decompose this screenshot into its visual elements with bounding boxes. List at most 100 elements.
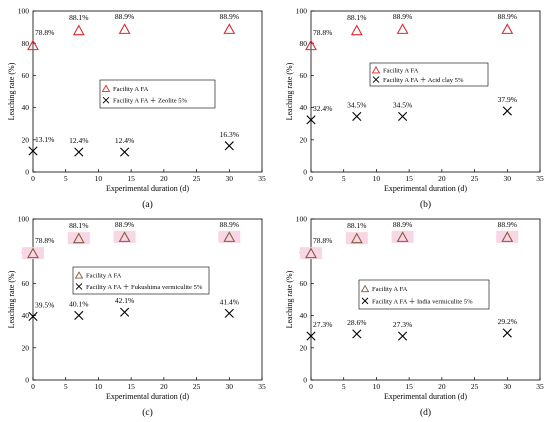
x-tick-label: 15: [405, 174, 413, 183]
legend-label: Facility A FA: [383, 67, 419, 74]
y-tick-label: 100: [18, 215, 30, 224]
legend-label: Facility A FA: [113, 86, 149, 93]
marker-highlight: [300, 247, 322, 260]
triangle-marker: [305, 39, 317, 51]
triangle-marker: [223, 23, 236, 34]
legend-box: [369, 62, 489, 87]
data-label: 34.5%: [393, 100, 412, 109]
y-tick-label: 0: [303, 376, 307, 385]
x-marker: [306, 115, 316, 125]
x-tick-label: 5: [342, 382, 346, 391]
data-label: 78.8%: [313, 236, 332, 245]
y-tick-label: 100: [296, 7, 308, 16]
x-tick-label: 15: [127, 382, 135, 391]
x-marker: [502, 328, 512, 338]
legend-label: Facility A FA ＋ Zeolite 5%: [113, 97, 188, 105]
x-marker: [398, 331, 408, 341]
x-axis-title: Experimental duration (d): [384, 392, 467, 401]
data-label: 78.8%: [35, 236, 54, 245]
data-label: 78.8%: [313, 28, 332, 37]
x-tick-label: 15: [405, 382, 413, 391]
x-tick-label: 25: [193, 174, 201, 183]
x-marker: [28, 146, 38, 156]
legend-label: Facility A FA: [372, 286, 408, 293]
legend-triangle-icon: [371, 66, 381, 74]
data-label: 88.1%: [69, 13, 88, 22]
x-marker: [120, 307, 130, 317]
marker-highlight: [391, 230, 414, 243]
data-label: 88.1%: [69, 221, 88, 230]
data-label: 88.9%: [115, 220, 134, 229]
legend: Facility A FA Facility A FA ＋ Fukushima v…: [72, 266, 210, 295]
x-tick-label: 35: [536, 174, 544, 183]
data-label: 12.4%: [69, 136, 88, 145]
legend-x-icon: [361, 297, 369, 305]
x-tick-label: 35: [258, 174, 266, 183]
y-axis-title: Leaching rate (%): [7, 62, 16, 120]
legend-label: Facility A FA ＋ Fukushima vermiculite 5%: [86, 283, 203, 291]
y-tick-label: 40: [22, 311, 30, 320]
y-tick-label: 20: [300, 135, 308, 144]
data-label: 88.9%: [393, 220, 412, 229]
x-tick-label: 20: [438, 382, 446, 391]
legend: Facility A FA Facility A FA ＋ India vermi…: [358, 279, 490, 310]
x-tick-label: 15: [127, 174, 135, 183]
data-label: 41.4%: [220, 297, 239, 306]
y-tick-label: 40: [300, 103, 308, 112]
triangle-marker: [396, 231, 409, 242]
data-label: 27.3%: [393, 320, 412, 329]
x-marker: [120, 147, 130, 157]
x-tick-label: 10: [373, 174, 381, 183]
x-tick-label: 25: [471, 174, 479, 183]
data-label: 42.1%: [115, 296, 134, 305]
y-tick-label: 20: [22, 135, 30, 144]
marker-highlight: [113, 230, 136, 243]
y-tick-label: 0: [303, 168, 307, 177]
marker-highlight: [345, 232, 368, 245]
triangle-marker: [72, 232, 85, 244]
marker-highlight: [496, 230, 519, 243]
y-tick-label: 60: [22, 71, 30, 80]
x-marker: [28, 311, 38, 321]
triangle-marker: [396, 23, 409, 34]
legend-triangle-icon: [74, 271, 84, 279]
chart-panel-a: 0 5 10 15 20 25 30 35 0 20 40 60 80 100 Experimental d…: [7, 7, 266, 210]
panel-label: (a): [142, 199, 153, 210]
y-axis-title: Leaching rate (%): [285, 270, 294, 328]
plot-frame: [32, 10, 263, 173]
legend: Facility A FA Facility A FA ＋ Zeolite 5%: [99, 79, 216, 109]
plot-frame: [32, 218, 263, 381]
plot-frame: [310, 10, 541, 173]
x-tick-label: 30: [504, 382, 512, 391]
data-label: 88.9%: [115, 12, 134, 21]
plot-frame: [310, 218, 541, 381]
y-tick-label: 40: [22, 103, 30, 112]
x-tick-label: 5: [64, 382, 68, 391]
x-marker: [502, 106, 512, 116]
data-label: 16.3%: [220, 130, 239, 139]
legend-label: Facility A FA ＋ Acid clay 5%: [383, 76, 464, 84]
x-tick-label: 5: [342, 174, 346, 183]
marker-highlight: [218, 230, 241, 243]
legend-box: [99, 79, 216, 109]
triangle-marker: [501, 23, 514, 34]
data-label: 88.9%: [498, 220, 517, 229]
legend-box: [72, 266, 210, 295]
x-tick-label: 30: [226, 382, 234, 391]
data-label: 32.4%: [313, 104, 332, 113]
panel-label: (c): [142, 407, 153, 418]
y-tick-label: 0: [25, 376, 29, 385]
x-tick-label: 10: [95, 174, 103, 183]
x-tick-label: 10: [373, 382, 381, 391]
x-tick-label: 35: [536, 382, 544, 391]
x-tick-label: 20: [438, 174, 446, 183]
data-label: 88.9%: [220, 220, 239, 229]
x-tick-label: 30: [504, 174, 512, 183]
data-label: 34.5%: [347, 100, 366, 109]
data-label: 88.9%: [220, 12, 239, 21]
y-tick-label: 60: [22, 279, 30, 288]
chart-panel-b: 0 5 10 15 20 25 30 35 0 20 40 60 80 100 Experimental d…: [285, 7, 544, 210]
data-label: 88.9%: [393, 12, 412, 21]
x-tick-label: 25: [471, 382, 479, 391]
